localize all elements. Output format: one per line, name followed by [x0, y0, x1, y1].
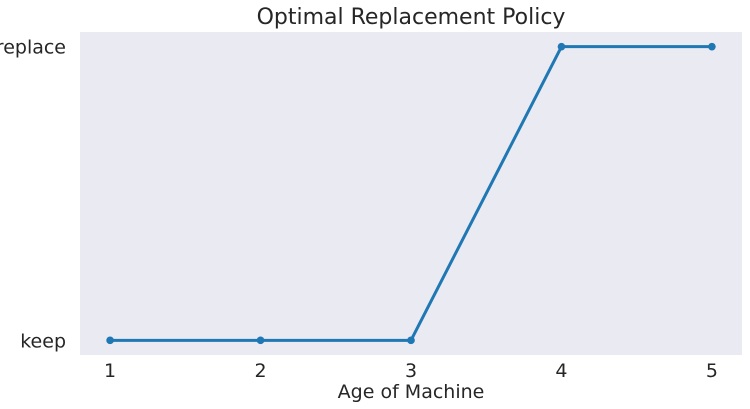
y-tick-label: replace — [0, 37, 66, 59]
y-tick-label: keep — [20, 330, 66, 352]
x-tick-label: 3 — [405, 360, 417, 382]
x-axis-label: Age of Machine — [338, 381, 485, 403]
plot-area — [80, 32, 742, 355]
data-point — [708, 42, 716, 51]
x-tick-label: 5 — [706, 360, 718, 382]
data-point — [557, 42, 566, 51]
chart-title: Optimal Replacement Policy — [257, 5, 566, 30]
x-tick-label: 1 — [104, 360, 116, 382]
data-point — [256, 336, 265, 345]
x-tick-labels: 1 2 3 4 5 — [104, 360, 718, 382]
x-tick-label: 2 — [254, 360, 266, 382]
series-layer — [106, 42, 716, 345]
data-point — [407, 336, 415, 345]
x-tick-label: 4 — [555, 360, 567, 382]
data-point — [106, 336, 114, 345]
y-tick-labels: keep replace — [0, 37, 66, 353]
